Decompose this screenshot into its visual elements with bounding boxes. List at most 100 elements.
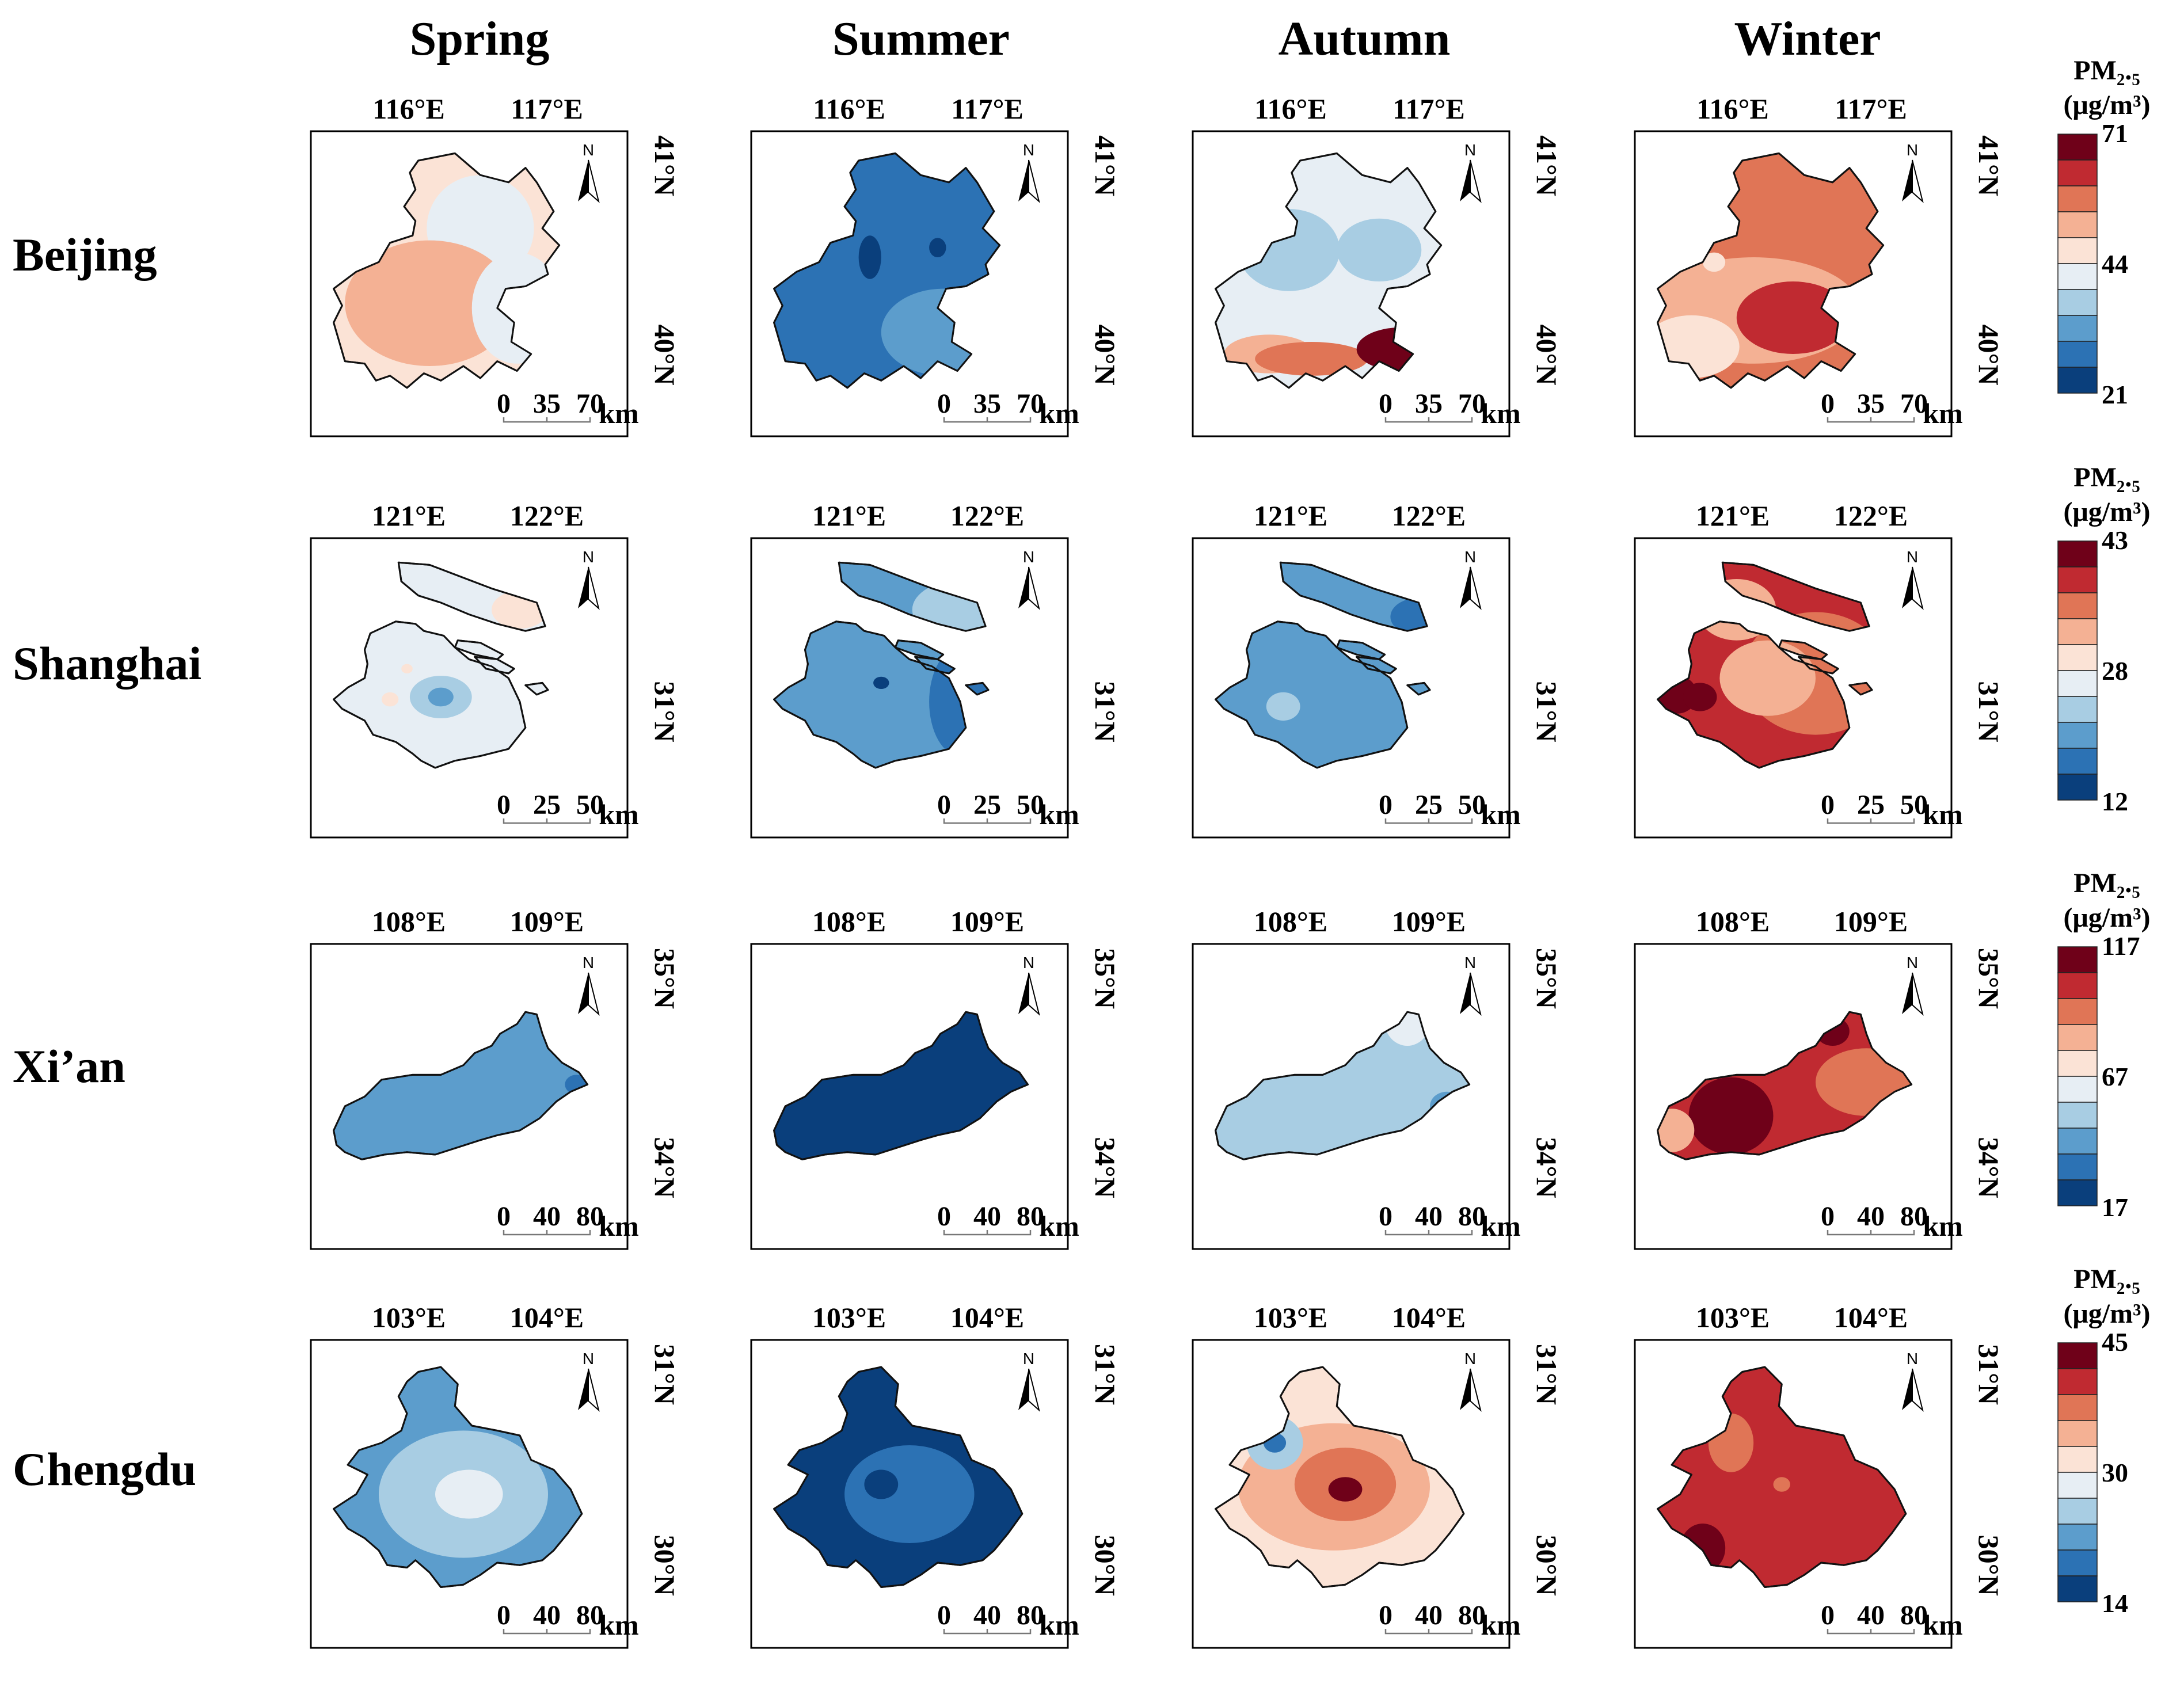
legend-color-cell [2057,1368,2098,1395]
north-label: N [1023,548,1034,566]
scale-bar-value: 25 [973,790,1001,820]
lat-tick-label: 31°N [1973,1344,2005,1405]
lat-tick-label: 30°N [1973,1535,2005,1596]
region-outline [334,153,560,387]
legend-color-cell [2057,1524,2098,1551]
scale-bar-value: 0 [497,1201,511,1232]
lat-tick-label: 41°N [1973,135,2005,196]
legend-color-cell [2057,1575,2098,1602]
contour-patch [1390,597,1430,636]
scale-bar-unit: km [1481,1609,1520,1641]
scale-bar-value: 0 [1379,389,1392,419]
legend-color-cell [2057,367,2098,394]
contour-patch [1719,640,1816,716]
north-arrow-icon: N [1460,141,1482,203]
lat-tick-label: 31°N [1089,1344,1121,1405]
scale-bar-value: 50 [576,790,604,820]
lat-tick-label: 31°N [649,1344,681,1405]
scale-bar-value: 40 [1857,1201,1885,1232]
lon-tick-label: 103°E [372,1301,446,1334]
scale-bar-value: 70 [576,389,604,419]
season-title-autumn: Autumn [1279,12,1451,66]
lon-tick-label: 103°E [812,1301,886,1334]
lon-tick-label: 122°E [510,500,584,532]
legend-color-cell [2057,644,2098,671]
map-frame [750,1339,1069,1649]
legend-color-cell [2057,1050,2098,1077]
map-region-shanghai [774,562,1028,768]
legend-color-cell [2057,696,2098,723]
city-label-xian: Xi’an [13,1040,125,1092]
contour-patch [1680,1524,1726,1572]
lat-tick-label: 41°N [1089,135,1121,196]
north-arrow-icon: N [1018,548,1040,610]
legend-color-cell [2057,1342,2098,1369]
contour-patch [1736,281,1850,354]
contour-patch [1688,1077,1774,1155]
region-base-fill [1216,622,1407,768]
region-outline [334,1367,582,1587]
region-outline [1216,1012,1470,1159]
scale-bar-value: 0 [1379,1201,1392,1232]
map-frame [310,943,629,1250]
contour-patch [435,1469,503,1519]
scale-bar-value: 35 [1857,389,1885,419]
lon-tick-label: 116°E [372,93,445,125]
contour-patch [1657,1109,1695,1152]
north-label: N [1907,141,1918,159]
city-label-chengdu: Chengdu [13,1443,196,1495]
lat-tick-label: 40°N [1531,325,1563,386]
contour-patch [1356,327,1441,371]
lon-tick-label: 108°E [1696,905,1770,938]
scale-bar-unit: km [1481,798,1520,831]
north-arrow-icon: N [578,141,600,203]
island-outline [526,683,548,695]
legend-xian: PM₂.₅ (μg/m³)117 67 17 [2057,868,2150,1222]
legend-unit: (μg/m³) [2064,1298,2151,1329]
legend-color-cell [2057,315,2098,342]
lon-tick-label: 116°E [1254,93,1327,125]
concentration-contours [844,1445,975,1543]
region-outline [774,1367,1022,1587]
north-label: N [1464,954,1476,972]
contour-patch [873,676,889,690]
region-outline [1216,1367,1464,1587]
scale-bar-value: 35 [533,389,561,419]
region-base-fill [334,1012,588,1159]
legend-unit: (μg/m³) [2064,90,2151,120]
legend-color-cell [2057,1394,2098,1421]
legend-color-cell [2057,1549,2098,1576]
contour-patch [1337,218,1422,281]
map-frame [750,537,1069,839]
scale-bar-unit: km [1923,1210,1962,1242]
map-region-chengdu [774,1367,1022,1587]
region-outline [774,622,966,768]
scale-bar-value: 40 [1857,1600,1885,1631]
scale-bar-value: 80 [576,1201,604,1232]
lon-tick-label: 103°E [1254,1301,1327,1334]
north-label: N [583,141,594,159]
map-frame [1634,943,1953,1250]
north-arrow-icon: N [578,954,600,1016]
legend-shanghai: PM₂.₅ (μg/m³)43 28 12 [2057,462,2150,816]
lon-tick-label: 117°E [1392,93,1465,125]
north-label: N [1023,141,1034,159]
region-base-fill [774,1012,1028,1159]
map-region-xian [1216,997,1470,1159]
legend-color-cell [2057,972,2098,999]
contour-patch [1816,1048,1912,1116]
legend-mid: 67 [2102,1062,2128,1091]
map-region-beijing [774,153,1006,387]
scale-bar-value: 40 [533,1201,561,1232]
